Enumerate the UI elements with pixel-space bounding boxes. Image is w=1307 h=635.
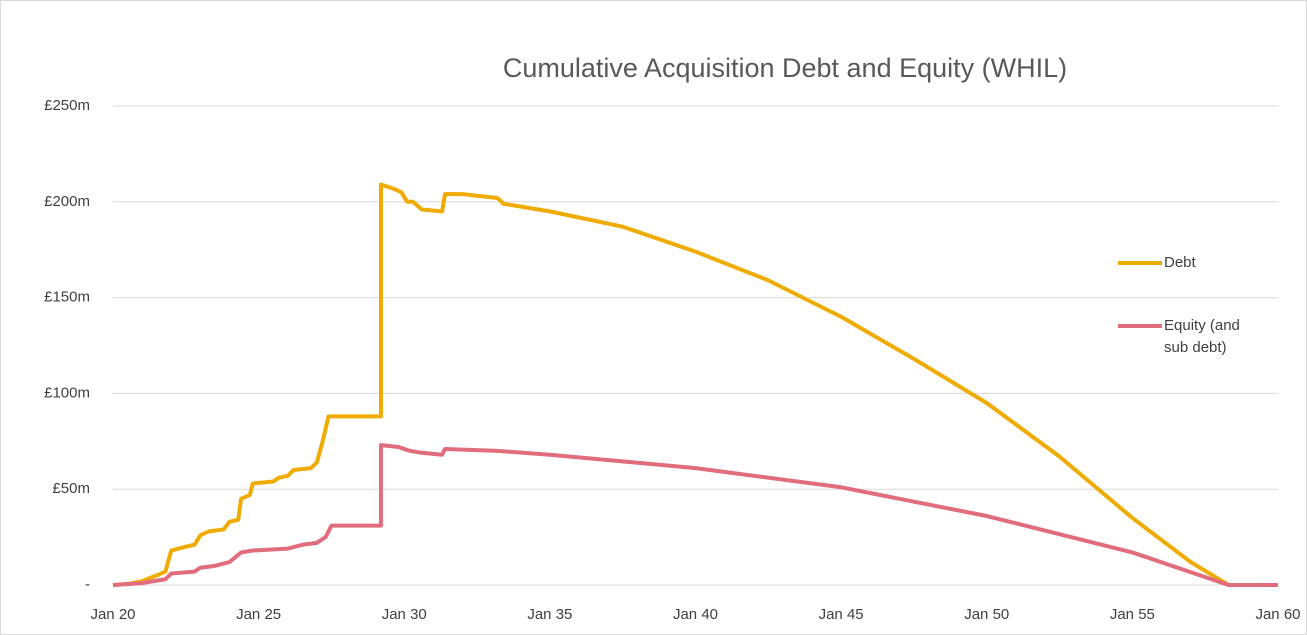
- x-tick-label: Jan 55: [1110, 606, 1155, 623]
- x-tick-label: Jan 60: [1255, 606, 1300, 623]
- data-line: [112, 443, 1278, 587]
- x-tick-label: Jan 50: [964, 606, 1009, 623]
- legend-label: Equity (and sub debt): [1164, 317, 1240, 356]
- y-tick-label: £250m: [44, 97, 90, 114]
- x-tick-label: Jan 45: [819, 606, 864, 623]
- y-tick-label: £200m: [44, 193, 90, 210]
- y-tick-label: £150m: [44, 289, 90, 306]
- x-tick-label: Jan 20: [90, 606, 135, 623]
- chart-title: Cumulative Acquisition Debt and Equity (…: [503, 53, 1067, 83]
- legend-label: Debt: [1164, 254, 1196, 271]
- data-line: [112, 182, 1278, 587]
- y-tick-label: £100m: [44, 384, 90, 401]
- x-tick-label: Jan 25: [236, 606, 281, 623]
- y-tick-label: £50m: [52, 480, 90, 497]
- y-tick-label: -: [85, 576, 90, 593]
- x-tick-label: Jan 35: [527, 606, 572, 623]
- x-tick-label: Jan 40: [673, 606, 718, 623]
- x-tick-label: Jan 30: [382, 606, 427, 623]
